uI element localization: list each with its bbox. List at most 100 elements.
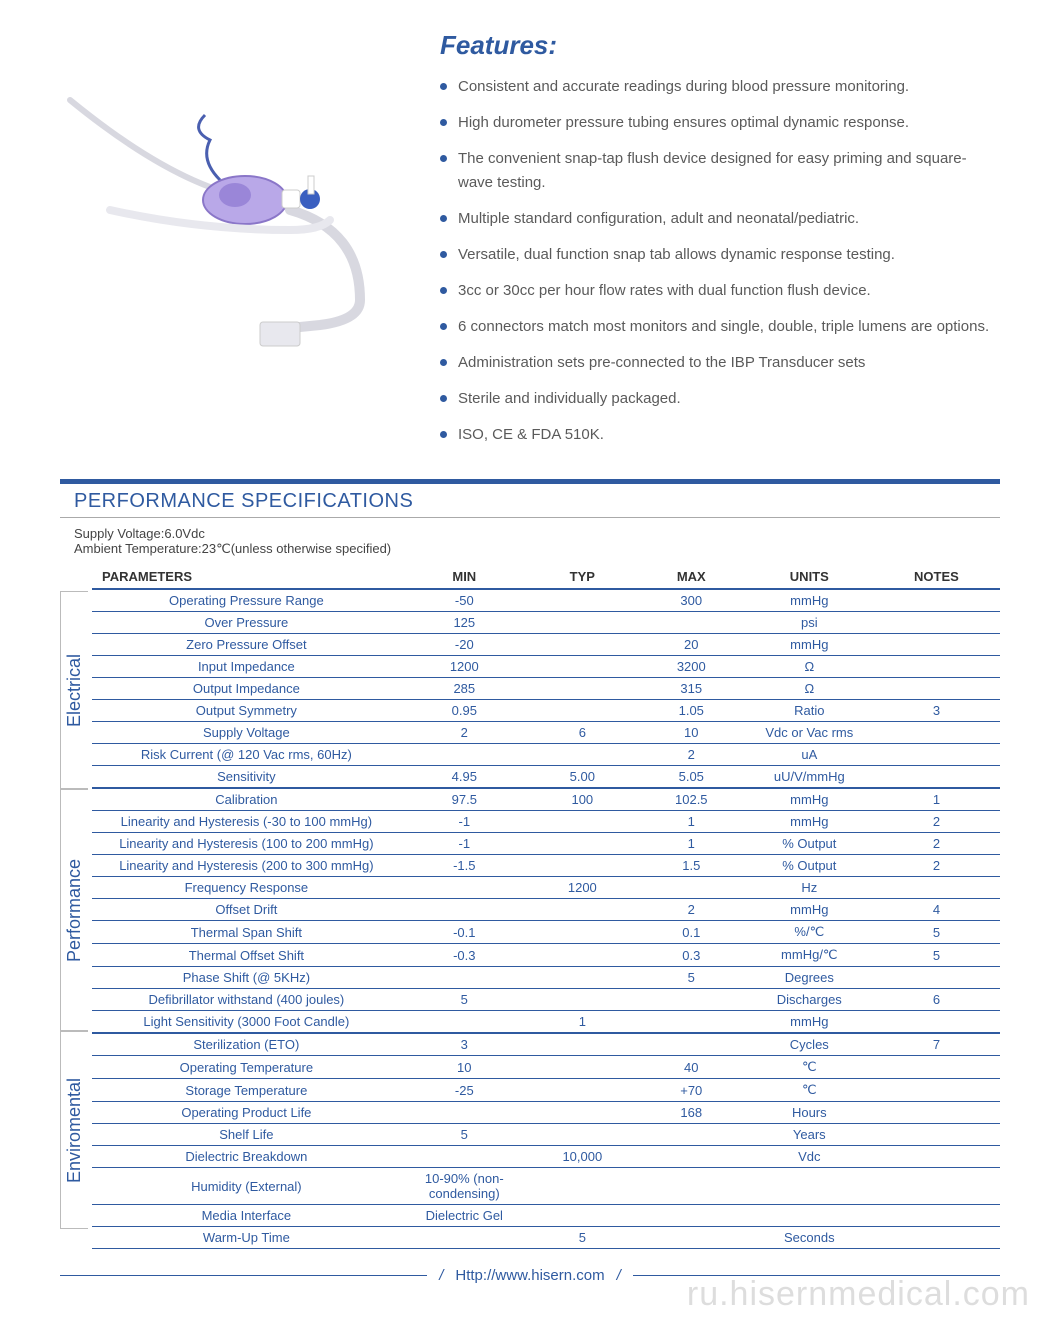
value-cell [637,1205,746,1227]
value-cell: 2 [873,811,1000,833]
param-cell: Defibrillator withstand (400 joules) [92,989,401,1011]
footer-slash-icon: / [617,1267,621,1284]
value-cell [637,1227,746,1249]
value-cell [873,766,1000,789]
spec-meta-2: Ambient Temperature:23℃(unless otherwise… [74,541,1000,557]
value-cell: 300 [637,589,746,612]
value-cell [873,1056,1000,1079]
value-cell: Seconds [746,1227,873,1249]
table-row: Operating Temperature1040℃ [92,1056,1000,1079]
value-cell [401,1102,528,1124]
value-cell [637,1168,746,1205]
spec-col-header: MAX [637,565,746,589]
param-cell: Thermal Span Shift [92,921,401,944]
feature-item: Versatile, dual function snap tab allows… [440,243,1000,267]
param-cell: Operating Temperature [92,1056,401,1079]
value-cell [528,1056,637,1079]
feature-item: The convenient snap-tap flush device des… [440,147,1000,195]
param-cell: Dielectric Breakdown [92,1146,401,1168]
table-row: Dielectric Breakdown10,000Vdc [92,1146,1000,1168]
value-cell [528,921,637,944]
value-cell: Hours [746,1102,873,1124]
value-cell [873,967,1000,989]
table-row: Linearity and Hysteresis (100 to 200 mmH… [92,833,1000,855]
spec-table: PARAMETERSMINTYPMAXUNITSNOTES Operating … [92,565,1000,1249]
value-cell [528,1168,637,1205]
value-cell: uA [746,744,873,766]
value-cell: mmHg [746,899,873,921]
section-label-enviromental: Enviromental [60,1031,88,1229]
param-cell: Media Interface [92,1205,401,1227]
value-cell: 1 [873,788,1000,811]
param-cell: Linearity and Hysteresis (-30 to 100 mmH… [92,811,401,833]
product-image [60,30,400,350]
value-cell [528,1079,637,1102]
feature-item: High durometer pressure tubing ensures o… [440,111,1000,135]
spec-block: PERFORMANCE SPECIFICATIONS Supply Voltag… [60,479,1000,1249]
value-cell: 5 [873,921,1000,944]
value-cell: 2 [637,744,746,766]
value-cell: ℃ [746,1079,873,1102]
value-cell: 10 [637,722,746,744]
value-cell: 1 [637,811,746,833]
value-cell [637,877,746,899]
value-cell [528,855,637,877]
feature-item: Administration sets pre-connected to the… [440,351,1000,375]
value-cell: 6 [873,989,1000,1011]
table-row: Operating Pressure Range-50300mmHg [92,589,1000,612]
value-cell [873,1227,1000,1249]
value-cell: psi [746,612,873,634]
value-cell [401,899,528,921]
value-cell [528,1102,637,1124]
value-cell: 7 [873,1033,1000,1056]
table-row: Calibration97.5100102.5mmHg1 [92,788,1000,811]
value-cell: 0.3 [637,944,746,967]
param-cell: Linearity and Hysteresis (200 to 300 mmH… [92,855,401,877]
param-cell: Sterilization (ETO) [92,1033,401,1056]
param-cell: Humidity (External) [92,1168,401,1205]
param-cell: Shelf Life [92,1124,401,1146]
spec-body: Operating Pressure Range-50300mmHgOver P… [92,589,1000,1249]
value-cell [528,967,637,989]
value-cell: Hz [746,877,873,899]
value-cell [873,1079,1000,1102]
value-cell [637,1146,746,1168]
value-cell: uU/V/mmHg [746,766,873,789]
value-cell [528,899,637,921]
table-row: Output Symmetry0.951.05Ratio3 [92,700,1000,722]
value-cell: 2 [873,855,1000,877]
value-cell: Ω [746,656,873,678]
param-cell: Frequency Response [92,877,401,899]
value-cell [637,989,746,1011]
section-label-performance: Performance [60,789,88,1031]
param-cell: Operating Pressure Range [92,589,401,612]
features-title: Features: [440,30,1000,61]
value-cell [873,1102,1000,1124]
value-cell: 2 [401,722,528,744]
value-cell: 1200 [528,877,637,899]
value-cell: 97.5 [401,788,528,811]
table-row: Shelf Life5Years [92,1124,1000,1146]
value-cell: -20 [401,634,528,656]
value-cell: -1 [401,811,528,833]
value-cell: 168 [637,1102,746,1124]
value-cell: mmHg/℃ [746,944,873,967]
value-cell [873,656,1000,678]
value-cell [746,1168,873,1205]
table-row: Linearity and Hysteresis (200 to 300 mmH… [92,855,1000,877]
param-cell: Sensitivity [92,766,401,789]
value-cell [528,989,637,1011]
value-cell [746,1205,873,1227]
table-row: Output Impedance285315Ω [92,678,1000,700]
value-cell: 125 [401,612,528,634]
value-cell [401,1146,528,1168]
value-cell [873,877,1000,899]
value-cell: Cycles [746,1033,873,1056]
value-cell: 10-90% (non-condensing) [401,1168,528,1205]
value-cell [528,811,637,833]
value-cell: 5 [528,1227,637,1249]
value-cell [873,1124,1000,1146]
value-cell: Ratio [746,700,873,722]
param-cell: Offset Drift [92,899,401,921]
value-cell [873,589,1000,612]
